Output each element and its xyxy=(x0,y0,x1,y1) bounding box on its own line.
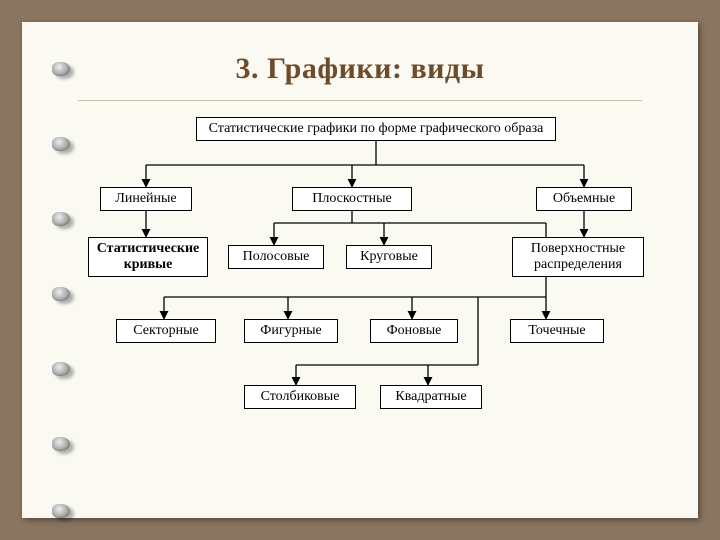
diagram-stage: Статистические графики по форме графичес… xyxy=(78,117,658,477)
node-pover: Поверхностныераспределения xyxy=(512,237,644,277)
node-fono: Фоновые xyxy=(370,319,458,343)
frame: 3. Графики: виды Статистические графики … xyxy=(0,0,720,540)
node-stol: Столбиковые xyxy=(244,385,356,409)
rivet-icon xyxy=(52,362,70,376)
page-title: 3. Графики: виды xyxy=(22,22,698,86)
page-paper: 3. Графики: виды Статистические графики … xyxy=(22,22,698,518)
node-polo: Полосовые xyxy=(228,245,324,269)
node-krug: Круговые xyxy=(346,245,432,269)
node-root: Статистические графики по форме графичес… xyxy=(196,117,556,141)
node-plos: Плоскостные xyxy=(292,187,412,211)
node-stat: Статистическиекривые xyxy=(88,237,208,277)
node-figu: Фигурные xyxy=(244,319,338,343)
rivet-icon xyxy=(52,504,70,518)
node-toch: Точечные xyxy=(510,319,604,343)
node-lin: Линейные xyxy=(100,187,192,211)
rivet-icon xyxy=(52,62,70,76)
title-divider xyxy=(78,100,642,101)
node-kvad: Квадратные xyxy=(380,385,482,409)
rivet-icon xyxy=(52,287,70,301)
diagram-edges xyxy=(78,117,658,477)
rivet-icon xyxy=(52,437,70,451)
node-sekt: Секторные xyxy=(116,319,216,343)
rivet-icon xyxy=(52,212,70,226)
node-obj: Объемные xyxy=(536,187,632,211)
rivet-icon xyxy=(52,137,70,151)
